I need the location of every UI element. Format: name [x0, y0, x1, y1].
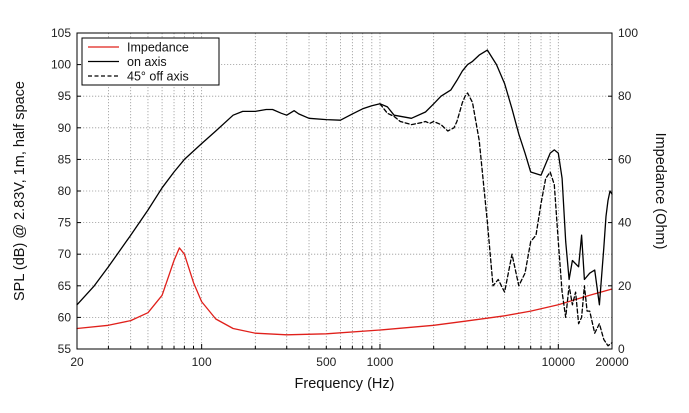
legend-label-impedance: Impedance: [127, 41, 189, 55]
series-line-off-axis: [379, 92, 613, 347]
series-line-on-axis: [76, 49, 613, 306]
x-tick-label: 20: [70, 355, 84, 369]
legend-label-off-axis: 45° off axis: [127, 70, 189, 84]
y-left-tick-label: 55: [58, 342, 72, 356]
x-tick-label: 10000: [542, 355, 576, 369]
x-axis-title: Frequency (Hz): [295, 376, 395, 392]
series-line-impedance: [76, 247, 613, 336]
y-left-tick-label: 60: [58, 310, 72, 324]
y-left-tick-label: 70: [58, 247, 72, 261]
y-right-axis-title: Impedance (Ohm): [652, 133, 668, 250]
y-left-tick-label: 65: [58, 279, 72, 293]
y-right-tick-label: 100: [618, 26, 638, 40]
series-layer: [76, 49, 613, 347]
y-left-tick-label: 105: [51, 26, 71, 40]
y-right-tick-label: 60: [618, 152, 632, 166]
y-left-tick-label: 85: [58, 152, 72, 166]
y-left-tick-label: 75: [58, 216, 72, 230]
x-tick-labels: 20 100 500 1000 10000 20000: [70, 355, 629, 369]
y-right-tick-label: 0: [618, 342, 625, 356]
legend-label-on-axis: on axis: [127, 55, 167, 69]
y-left-tick-labels: 55 60 65 70 75 80 85 90 95 100 105: [51, 26, 71, 356]
y-left-tick-label: 80: [58, 184, 72, 198]
y-left-tick-label: 100: [51, 58, 71, 72]
y-left-axis-title: SPL (dB) @ 2.83V, 1m, half space: [12, 81, 28, 301]
y-left-tick-label: 95: [58, 89, 72, 103]
x-tick-label: 20000: [595, 355, 629, 369]
y-right-tick-labels: 0 20 40 60 80 100: [618, 26, 638, 356]
x-tick-label: 500: [316, 355, 336, 369]
x-tick-label: 1000: [367, 355, 394, 369]
tick-marks: [76, 32, 613, 350]
x-tick-label: 100: [192, 355, 212, 369]
y-left-tick-label: 90: [58, 121, 72, 135]
y-right-tick-label: 20: [618, 279, 632, 293]
legend: Impedance on axis 45° off axis: [81, 37, 220, 86]
y-right-tick-label: 40: [618, 216, 632, 230]
y-right-tick-label: 80: [618, 89, 632, 103]
grid: [77, 33, 612, 349]
